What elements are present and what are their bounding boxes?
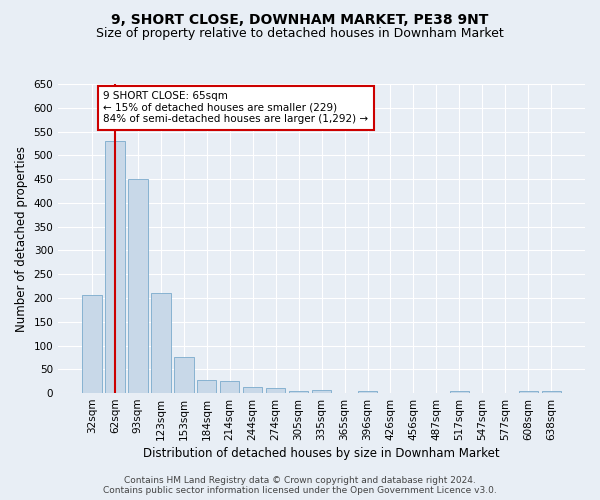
Y-axis label: Number of detached properties: Number of detached properties xyxy=(15,146,28,332)
Bar xyxy=(542,390,561,393)
Bar xyxy=(82,294,101,393)
Text: Size of property relative to detached houses in Downham Market: Size of property relative to detached ho… xyxy=(96,28,504,40)
Text: Contains HM Land Registry data © Crown copyright and database right 2024.: Contains HM Land Registry data © Crown c… xyxy=(124,476,476,485)
Bar xyxy=(449,391,469,393)
Bar xyxy=(312,390,331,393)
X-axis label: Distribution of detached houses by size in Downham Market: Distribution of detached houses by size … xyxy=(143,447,500,460)
Bar xyxy=(243,387,262,393)
Text: 9, SHORT CLOSE, DOWNHAM MARKET, PE38 9NT: 9, SHORT CLOSE, DOWNHAM MARKET, PE38 9NT xyxy=(112,12,488,26)
Bar xyxy=(174,358,194,393)
Bar xyxy=(197,380,217,393)
Bar xyxy=(128,179,148,393)
Bar xyxy=(358,390,377,393)
Bar xyxy=(151,293,170,393)
Bar xyxy=(518,390,538,393)
Bar xyxy=(105,141,125,393)
Bar xyxy=(220,381,239,393)
Bar xyxy=(266,388,286,393)
Text: 9 SHORT CLOSE: 65sqm
← 15% of detached houses are smaller (229)
84% of semi-deta: 9 SHORT CLOSE: 65sqm ← 15% of detached h… xyxy=(103,91,368,124)
Bar xyxy=(289,391,308,393)
Text: Contains public sector information licensed under the Open Government Licence v3: Contains public sector information licen… xyxy=(103,486,497,495)
